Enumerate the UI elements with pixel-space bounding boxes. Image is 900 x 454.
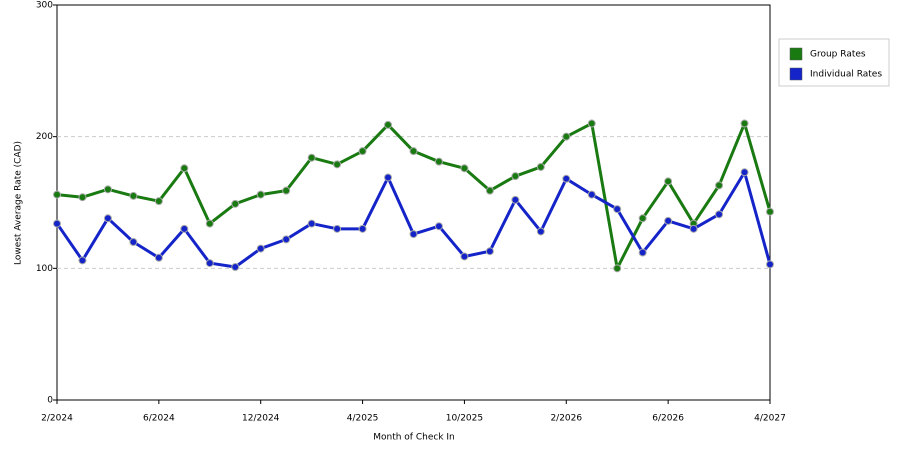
point [434,222,443,231]
x-tick-label: 4/2025 [347,414,379,424]
point [460,164,469,173]
point [129,238,138,246]
x-tick-label: 6/2024 [143,414,175,424]
y-axis-label: Lowest Average Rate (CAD) [14,141,24,265]
point [740,168,749,177]
point [434,157,443,166]
point [664,216,673,225]
point [613,264,622,273]
point [129,191,138,200]
point [740,119,749,128]
point [78,256,87,265]
point [231,263,240,272]
legend-label: Group Rates [810,50,866,60]
y-tick-label: 0 [47,396,53,406]
point [384,120,393,129]
point [409,230,418,239]
point [664,177,673,186]
point [256,244,265,253]
point [587,119,596,128]
point [587,190,596,199]
point [485,247,494,256]
point [409,147,418,156]
point [205,259,214,268]
point [358,147,367,156]
point [715,210,724,219]
point [766,260,774,269]
point [562,132,571,141]
point [180,164,189,173]
legend-swatch [789,47,803,61]
point [689,224,698,233]
point [715,181,724,190]
x-tick-label: 2/2024 [41,414,73,424]
point [485,186,494,195]
point [103,185,112,194]
point [205,219,214,228]
point [256,190,265,199]
point [307,219,316,228]
point [154,253,163,262]
point [562,174,571,183]
point [638,214,647,223]
point [333,160,342,169]
x-axis-label: Month of Check In [373,433,455,443]
point [78,193,87,202]
point [766,207,774,216]
x-tick-label: 6/2026 [652,414,684,424]
point [282,235,291,244]
x-tick-label: 2/2026 [550,414,582,424]
point [333,224,342,233]
point [53,190,61,199]
legend-swatch [789,67,803,81]
point [307,153,316,162]
point [460,252,469,261]
point [103,214,112,223]
y-tick-label: 200 [36,132,53,142]
y-tick-label: 300 [36,1,53,11]
x-tick-label: 10/2025 [446,414,483,424]
point [384,173,393,182]
legend-label: Individual Rates [810,70,882,80]
point [536,162,545,171]
point [511,195,520,204]
point [358,224,367,233]
point [154,197,163,206]
x-tick-label: 4/2027 [754,414,786,424]
point [180,224,189,233]
point [231,199,240,208]
y-tick-label: 100 [36,264,53,274]
point [613,205,622,214]
plot-area [56,4,771,401]
point [536,227,545,236]
point [282,186,291,195]
point [53,219,61,228]
x-tick-label: 12/2024 [242,414,280,424]
point [638,248,647,257]
point [511,172,520,181]
